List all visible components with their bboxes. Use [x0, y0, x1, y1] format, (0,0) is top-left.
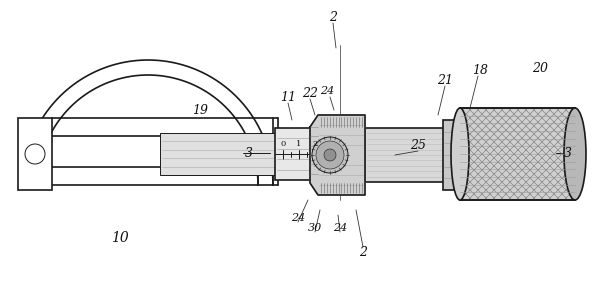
Bar [365, 128, 450, 182]
Text: 11: 11 [280, 91, 296, 103]
Circle shape [316, 141, 344, 169]
Text: 19: 19 [192, 103, 208, 116]
Ellipse shape [564, 108, 586, 200]
Text: 10: 10 [111, 231, 129, 245]
Text: 25: 25 [410, 138, 426, 151]
Bar [18, 118, 52, 190]
Text: 24: 24 [291, 213, 305, 223]
Bar [275, 128, 330, 180]
Bar [443, 120, 463, 190]
Text: 30: 30 [308, 223, 322, 233]
Bar [160, 133, 300, 175]
Bar [460, 108, 575, 200]
Text: 22: 22 [302, 87, 318, 99]
Circle shape [25, 144, 45, 164]
Text: 18: 18 [472, 64, 488, 76]
Text: 3: 3 [564, 146, 572, 160]
Polygon shape [310, 115, 365, 195]
Text: 24: 24 [333, 223, 347, 233]
Bar [460, 108, 575, 200]
Ellipse shape [451, 108, 469, 200]
Circle shape [324, 149, 336, 161]
Text: 21: 21 [437, 73, 453, 87]
Text: 2: 2 [313, 140, 317, 148]
Text: 24: 24 [320, 86, 334, 96]
Text: 1: 1 [296, 140, 302, 148]
Text: 20: 20 [532, 61, 548, 75]
Text: 0: 0 [280, 140, 286, 148]
Text: 3: 3 [245, 146, 253, 160]
Text: 2: 2 [329, 10, 337, 24]
Text: 2: 2 [359, 246, 367, 258]
Bar [460, 108, 575, 200]
Circle shape [312, 137, 348, 173]
